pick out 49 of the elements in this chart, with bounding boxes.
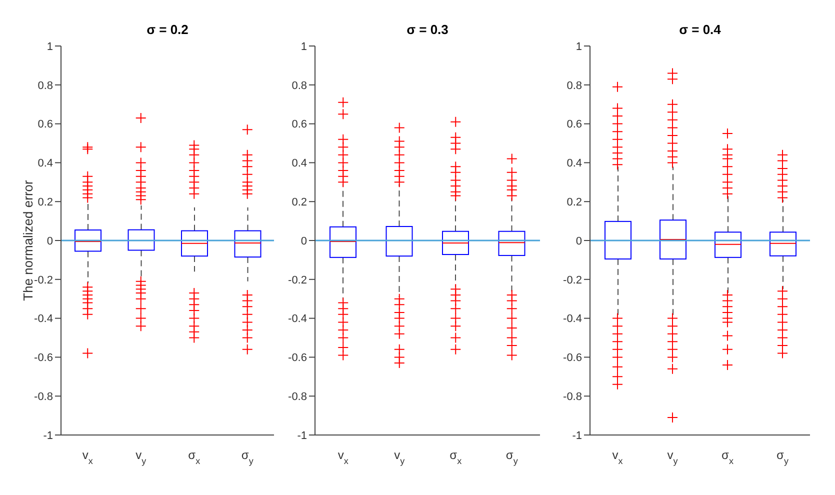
chart-title: σ = 0.3 [406,22,450,37]
y-tick-label: 0 [576,235,582,248]
x-tick-label: v$_{y}$ [394,448,406,466]
y-tick-label: -0.2 [563,274,582,286]
y-tick-label: 0.6 [38,118,53,131]
y-tick-label: -0.2 [288,274,307,286]
y-tick-label: -0.4 [563,313,582,326]
y-tick-label: 0 [46,235,53,248]
y-tick-label: -1 [572,430,582,442]
y-tick-label: -0.8 [34,391,53,404]
y-tick-label: 1 [300,40,307,53]
y-tick-label: 1 [576,40,582,53]
y-tick-label: -0.4 [288,313,307,326]
x-tick-label: σ$_{x}$ [722,448,734,466]
y-tick-label: 0.2 [38,196,53,209]
x-tick-label: v$_{y}$ [136,448,147,466]
y-tick-label: -0.6 [563,352,582,364]
y-tick-label: -0.2 [34,274,53,286]
y-tick-label: -1 [297,430,307,442]
y-tick-label: -0.8 [288,391,307,404]
x-tick-label: σ$_{x}$ [188,448,201,466]
y-tick-label: 0 [300,235,307,248]
x-tick-label: σ$_{y}$ [776,448,789,466]
y-tick-label: 0.8 [292,80,307,92]
y-axis-title: The normalized error [20,180,36,301]
y-tick-label: 0.4 [38,158,53,170]
x-tick-label: v$_{x}$ [82,448,94,466]
chart-title: σ = 0.4 [678,22,722,37]
chart-title: σ = 0.2 [146,22,190,37]
y-tick-label: 0.8 [38,80,53,92]
x-tick-label: σ$_{y}$ [506,448,518,466]
y-tick-label: -0.6 [34,352,53,364]
x-tick-label: v$_{y}$ [667,448,678,466]
y-tick-label: 0.2 [292,196,307,209]
y-tick-label: 0.8 [566,80,582,92]
y-tick-label: 0.6 [292,118,307,131]
y-tick-label: 0.2 [566,196,582,209]
y-tick-label: -0.8 [563,391,582,404]
x-tick-label: v$_{x}$ [338,448,349,466]
y-tick-label: -0.6 [288,352,307,364]
y-tick-label: 1 [46,40,53,53]
y-tick-label: -1 [43,430,53,442]
y-tick-label: -0.4 [34,313,53,326]
x-tick-label: v$_{x}$ [612,448,624,466]
x-tick-label: σ$_{y}$ [241,448,254,466]
y-tick-label: 0.4 [292,158,307,170]
y-tick-label: 0.6 [566,118,582,131]
x-tick-label: σ$_{x}$ [450,448,462,466]
y-tick-label: 0.4 [566,158,582,170]
